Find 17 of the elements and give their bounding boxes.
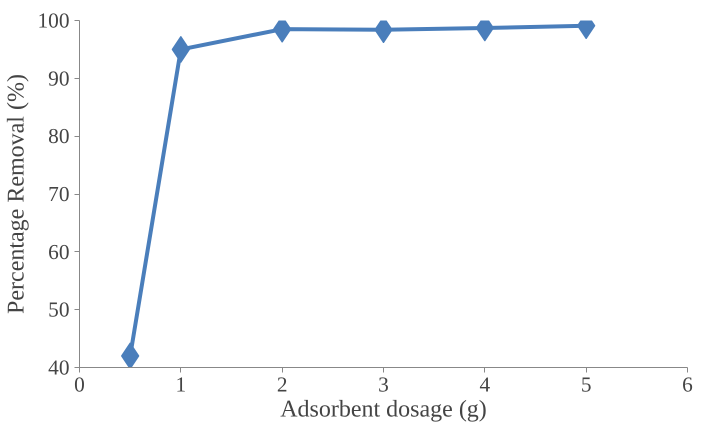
point	[121, 342, 140, 368]
x-axis-title: Adsorbent dosage (g)	[280, 396, 487, 422]
y-tick-label: 50	[48, 298, 70, 322]
x-tick-label: 4	[480, 372, 490, 396]
x-tick-label: 3	[378, 372, 389, 396]
y-axis-title: Percentage Removal (%)	[4, 74, 30, 314]
y-tick-label: 80	[48, 124, 70, 148]
x-tick-label: 5	[580, 372, 592, 396]
x-tick-label: 1	[176, 372, 186, 396]
x-tick-label: 6	[682, 372, 694, 396]
x-tick-label: 0	[74, 372, 85, 396]
y-tick-label: 70	[48, 182, 70, 206]
y-tick-label: 60	[48, 240, 70, 264]
x-tick-label: 2	[276, 372, 288, 396]
y-tick-label: 100	[38, 8, 70, 32]
y-tick-label: 40	[48, 356, 70, 380]
y-tick-label: 90	[48, 66, 70, 90]
